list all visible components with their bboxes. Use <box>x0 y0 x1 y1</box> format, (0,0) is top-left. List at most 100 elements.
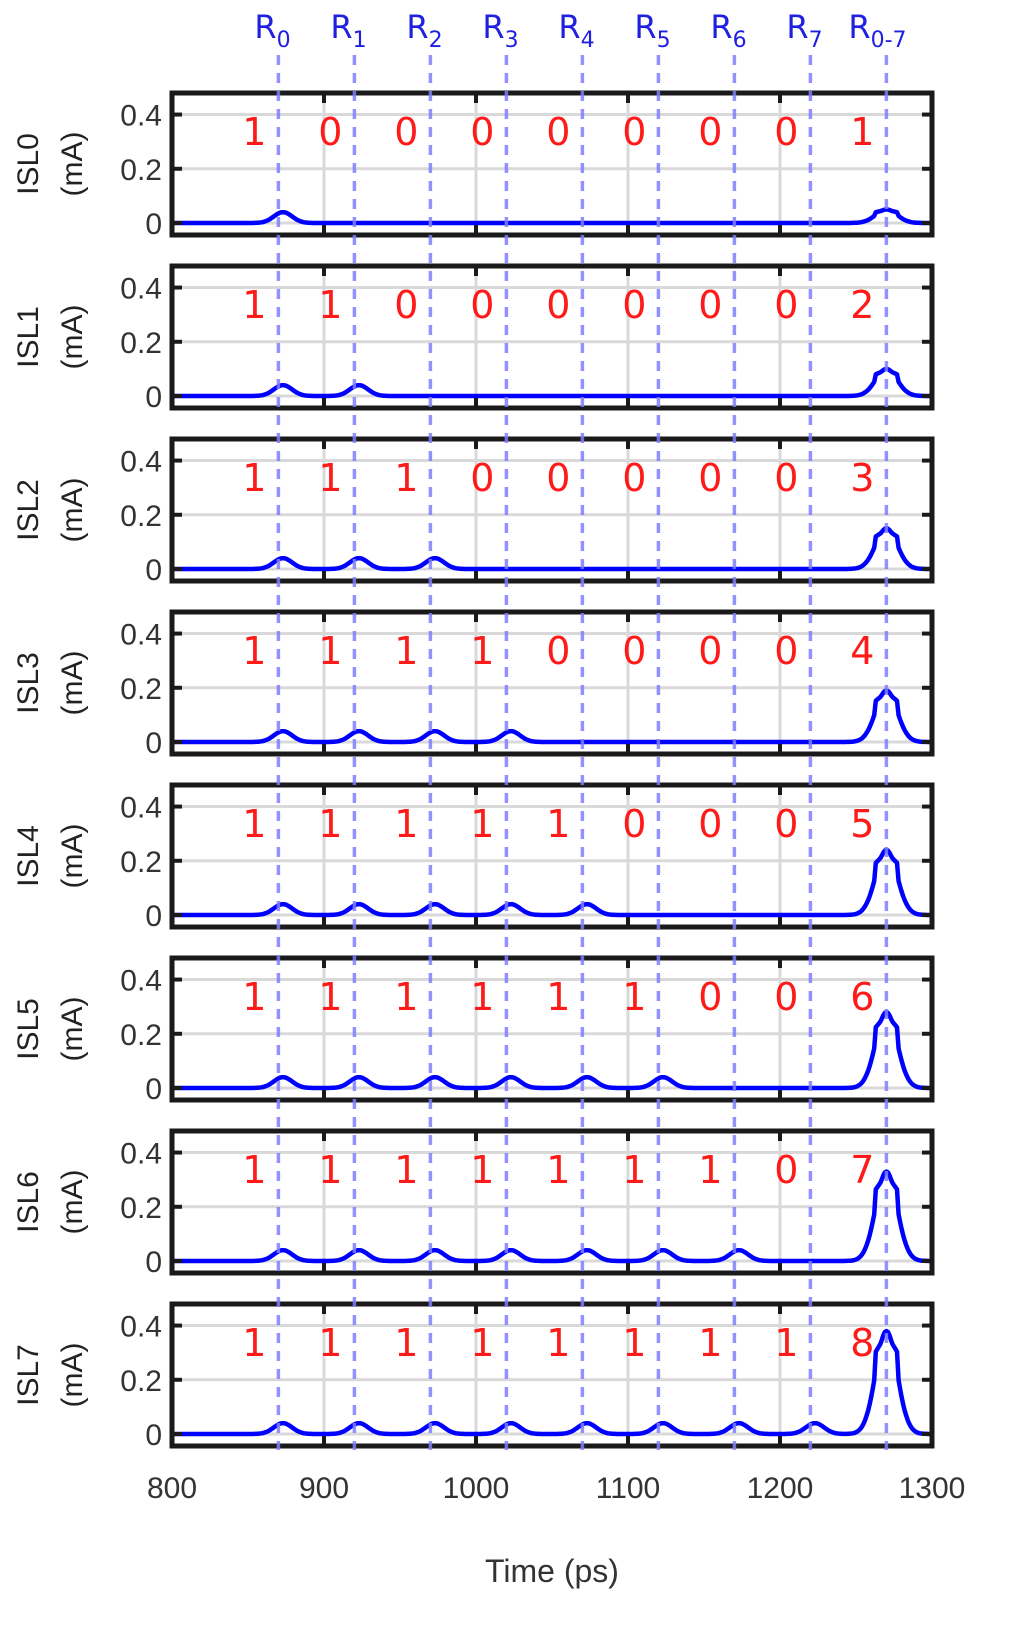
bit-label: 1 <box>318 1148 342 1192</box>
y-axis-label: ISL3 <box>12 652 45 714</box>
current-trace <box>171 526 933 572</box>
bit-label: 1 <box>242 802 266 846</box>
bit-label: 4 <box>850 629 874 673</box>
y-axis-unit: (mA) <box>56 132 89 197</box>
bit-label: 1 <box>318 802 342 846</box>
y-tick-label: 0.2 <box>120 846 162 879</box>
y-tick-label: 0.4 <box>120 273 162 306</box>
x-tick-label: 1000 <box>443 1472 510 1505</box>
bit-label: 1 <box>850 110 874 154</box>
bit-label: 1 <box>470 975 494 1019</box>
current-trace <box>171 688 933 745</box>
bit-label: 1 <box>242 456 266 500</box>
current-trace <box>171 847 933 918</box>
y-axis-unit: (mA) <box>56 305 89 370</box>
axes-box <box>169 1128 935 1276</box>
panel-isl7: 0 0.2 0.4 ISL7 (mA) 1 1 1 1 1 1 1 1 8 <box>12 1301 935 1452</box>
x-tick-label: 1100 <box>596 1472 661 1505</box>
x-tick-label: 800 <box>147 1472 197 1505</box>
y-axis-label: ISL6 <box>12 1171 45 1233</box>
y-axis-label: ISL5 <box>12 998 45 1060</box>
axes-box <box>169 263 935 411</box>
panel-isl5: 0 0.2 0.4 ISL5 (mA) 1 1 1 1 1 1 0 0 6 <box>12 955 935 1106</box>
bit-label: 1 <box>394 456 418 500</box>
read-marker-label: R6 <box>710 8 746 53</box>
read-marker-label: R2 <box>406 8 442 53</box>
y-axis-label: ISL1 <box>12 306 45 368</box>
bit-label: 1 <box>242 1321 266 1365</box>
y-axis-unit: (mA) <box>56 824 89 889</box>
bit-label: 1 <box>546 802 570 846</box>
bit-label: 1 <box>318 456 342 500</box>
bit-label: 0 <box>546 283 570 327</box>
bit-label: 5 <box>850 802 874 846</box>
bit-label: 1 <box>698 1148 722 1192</box>
bit-label: 0 <box>698 456 722 500</box>
bit-label: 1 <box>394 975 418 1019</box>
bit-label: 0 <box>774 802 798 846</box>
bit-label: 1 <box>394 629 418 673</box>
current-trace <box>171 366 933 399</box>
bit-label: 0 <box>622 456 646 500</box>
bit-label: 1 <box>774 1321 798 1365</box>
bit-label: 1 <box>242 629 266 673</box>
bit-label: 0 <box>774 456 798 500</box>
y-axis-unit: (mA) <box>56 1170 89 1235</box>
y-tick-label: 0 <box>145 1246 162 1279</box>
read-marker-label: R0 <box>254 8 290 53</box>
bit-label: 1 <box>318 975 342 1019</box>
bit-label: 0 <box>470 110 494 154</box>
y-tick-label: 0.4 <box>120 1138 162 1171</box>
read-marker-label: R5 <box>634 8 670 53</box>
current-trace <box>171 1169 933 1264</box>
panel-isl6: 0 0.2 0.4 ISL6 (mA) 1 1 1 1 1 1 1 0 7 <box>12 1128 935 1279</box>
panel-isl1: 0 0.2 0.4 ISL1 (mA) 1 1 0 0 0 0 0 0 2 <box>12 263 935 414</box>
bit-label: 1 <box>546 975 570 1019</box>
y-axis-label: ISL2 <box>12 479 45 541</box>
y-tick-label: 0.2 <box>120 1192 162 1225</box>
bit-label: 0 <box>622 110 646 154</box>
read-marker-labels: R0 R1 R2 R3 R4 R5 R6 R7 R0-7 <box>254 8 906 53</box>
bit-label: 1 <box>394 1321 418 1365</box>
bit-label: 1 <box>470 802 494 846</box>
y-tick-label: 0 <box>145 1073 162 1106</box>
x-tick-label: 1300 <box>899 1472 966 1505</box>
bit-label: 0 <box>774 283 798 327</box>
y-tick-label: 0.2 <box>120 154 162 187</box>
y-tick-label: 0 <box>145 900 162 933</box>
bit-label: 1 <box>470 1321 494 1365</box>
panels: 0 0.2 0.4 ISL0 (mA) 1 0 0 0 0 0 0 0 1 0 0.2 0.4 ISL1 (mA) 1… <box>12 90 935 1452</box>
read-marker-label: R4 <box>558 8 594 53</box>
y-tick-label: 0.2 <box>120 1365 162 1398</box>
axes-box <box>169 609 935 757</box>
y-tick-label: 0.2 <box>120 327 162 360</box>
bit-label: 1 <box>470 629 494 673</box>
y-tick-label: 0.2 <box>120 1019 162 1052</box>
bit-label: 0 <box>774 975 798 1019</box>
bit-label: 0 <box>698 629 722 673</box>
y-axis-unit: (mA) <box>56 478 89 543</box>
read-marker-label: R3 <box>482 8 518 53</box>
bit-label: 0 <box>622 283 646 327</box>
bit-label: 1 <box>622 1321 646 1365</box>
bit-label: 0 <box>394 283 418 327</box>
bit-label: 1 <box>546 1148 570 1192</box>
bit-label: 1 <box>242 110 266 154</box>
y-tick-label: 0.2 <box>120 500 162 533</box>
read-marker-label: R0-7 <box>848 8 906 53</box>
y-axis-label: ISL0 <box>12 133 45 195</box>
axes-box <box>169 1301 935 1449</box>
y-tick-label: 0.4 <box>120 100 162 133</box>
y-tick-label: 0.4 <box>120 446 162 479</box>
bit-label: 1 <box>318 629 342 673</box>
bit-label: 0 <box>622 629 646 673</box>
current-trace <box>171 1328 933 1437</box>
bit-label: 1 <box>546 1321 570 1365</box>
bit-label: 0 <box>546 456 570 500</box>
bit-label: 6 <box>850 975 874 1019</box>
bit-label: 0 <box>698 975 722 1019</box>
panel-isl0: 0 0.2 0.4 ISL0 (mA) 1 0 0 0 0 0 0 0 1 <box>12 90 935 241</box>
panel-isl2: 0 0.2 0.4 ISL2 (mA) 1 1 1 0 0 0 0 0 3 <box>12 436 935 587</box>
panel-isl4: 0 0.2 0.4 ISL4 (mA) 1 1 1 1 1 0 0 0 5 <box>12 782 935 933</box>
x-tick-label: 900 <box>299 1472 349 1505</box>
